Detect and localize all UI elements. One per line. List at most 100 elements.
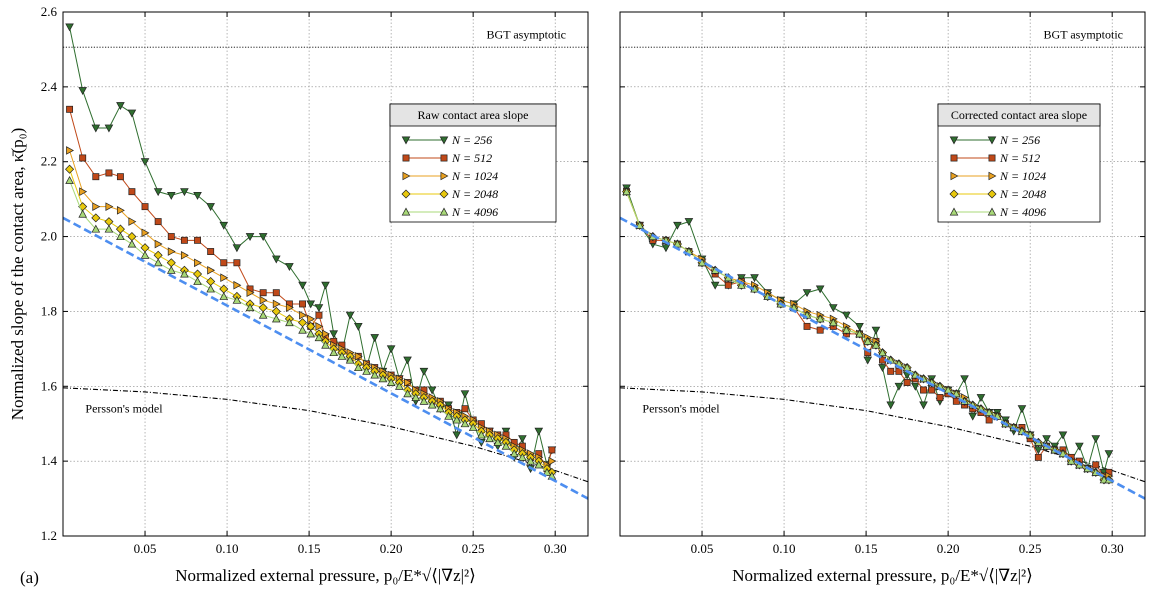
data-point	[501, 441, 511, 450]
data-point	[153, 188, 163, 197]
data-point	[115, 224, 125, 234]
legend-entry: N = 512	[950, 151, 1040, 165]
legend-entry: N = 2048	[401, 187, 498, 201]
data-point	[842, 311, 851, 320]
data-point	[871, 326, 881, 335]
data-point	[855, 322, 864, 331]
data-point	[105, 202, 114, 211]
series-line	[626, 191, 1109, 477]
data-point	[166, 258, 176, 268]
data-point	[345, 355, 355, 364]
data-point	[272, 289, 280, 297]
y-tick-label: 2.2	[41, 154, 57, 169]
legend-title: Corrected contact area slope	[951, 108, 1087, 122]
data-point	[518, 435, 527, 444]
data-point	[976, 394, 986, 402]
legend-marker	[439, 207, 449, 216]
legend-entry: N = 2048	[949, 187, 1046, 201]
data-point	[193, 277, 202, 285]
data-point	[354, 363, 363, 372]
data-point	[395, 381, 404, 390]
data-point	[321, 340, 330, 349]
data-point	[65, 175, 74, 184]
data-point	[153, 250, 163, 260]
data-point	[140, 250, 150, 259]
data-point	[452, 415, 462, 424]
data-point	[285, 318, 294, 327]
data-point	[299, 300, 306, 308]
data-point	[886, 401, 896, 410]
x-tick-label: 0.15	[855, 541, 878, 556]
data-point	[259, 295, 268, 305]
x-tick-label: 0.30	[544, 541, 567, 556]
legend-marker	[987, 207, 997, 216]
data-point	[750, 274, 759, 283]
legend-marker	[949, 207, 959, 216]
data-point	[903, 379, 911, 386]
data-point	[259, 289, 267, 297]
data-point	[485, 434, 494, 443]
legend-entry: N = 4096	[949, 205, 1046, 219]
y-tick-label: 2.4	[41, 79, 58, 94]
data-point	[802, 289, 812, 298]
legend-title-box	[937, 103, 1101, 127]
plot-frame	[62, 11, 589, 537]
persson-model-label: Persson's model	[642, 402, 720, 416]
data-point	[534, 460, 544, 469]
series-line	[626, 187, 1110, 473]
data-point	[194, 236, 201, 244]
data-point	[452, 431, 462, 440]
legend-marker	[987, 136, 997, 145]
data-point	[271, 306, 281, 316]
data-point	[878, 364, 887, 373]
data-point	[509, 449, 519, 458]
legend-entry: N = 256	[949, 133, 1040, 147]
x-tick-label: 0.10	[216, 541, 239, 556]
data-point	[116, 173, 124, 181]
y-tick-label: 1.6	[41, 378, 58, 393]
x-tick-label: 0.25	[1019, 541, 1042, 556]
data-point	[1104, 450, 1114, 459]
data-point	[166, 265, 176, 274]
data-point	[166, 191, 176, 200]
data-point	[219, 221, 229, 230]
data-point	[219, 292, 229, 300]
data-point	[411, 393, 421, 401]
data-point	[460, 419, 470, 428]
data-point	[128, 217, 137, 226]
persson-model-label: Persson's model	[85, 402, 163, 416]
legend-label: N = 1024	[999, 169, 1046, 183]
data-point	[803, 322, 811, 330]
fit-line	[63, 216, 588, 500]
data-point	[737, 280, 746, 289]
data-point	[952, 389, 961, 398]
legend-label: N = 512	[451, 151, 492, 165]
data-point	[105, 169, 113, 177]
data-point	[180, 236, 188, 244]
data-point	[285, 263, 294, 271]
data-point	[403, 356, 412, 365]
data-point	[863, 356, 873, 365]
plot-frame	[619, 11, 1146, 537]
data-point	[245, 303, 255, 312]
data-point	[960, 375, 969, 384]
y-tick-label: 1.4	[41, 453, 58, 468]
data-point	[314, 333, 324, 342]
data-point	[233, 280, 242, 290]
data-point	[697, 258, 707, 267]
data-point	[354, 352, 363, 361]
data-point	[378, 374, 388, 383]
bgt-asymptotic-label: BGT asymptotic	[1044, 27, 1123, 41]
data-point	[518, 452, 527, 461]
data-point	[206, 284, 215, 293]
data-point	[919, 401, 928, 410]
data-point	[724, 281, 732, 289]
legend-label: N = 2048	[999, 187, 1046, 201]
data-point	[104, 124, 114, 133]
data-point	[404, 378, 412, 387]
data-point	[370, 370, 380, 379]
legend-marker	[988, 171, 997, 181]
data-point	[91, 224, 101, 233]
y-tick-label: 2.0	[41, 229, 57, 244]
y-tick-label: 1.8	[41, 303, 57, 318]
